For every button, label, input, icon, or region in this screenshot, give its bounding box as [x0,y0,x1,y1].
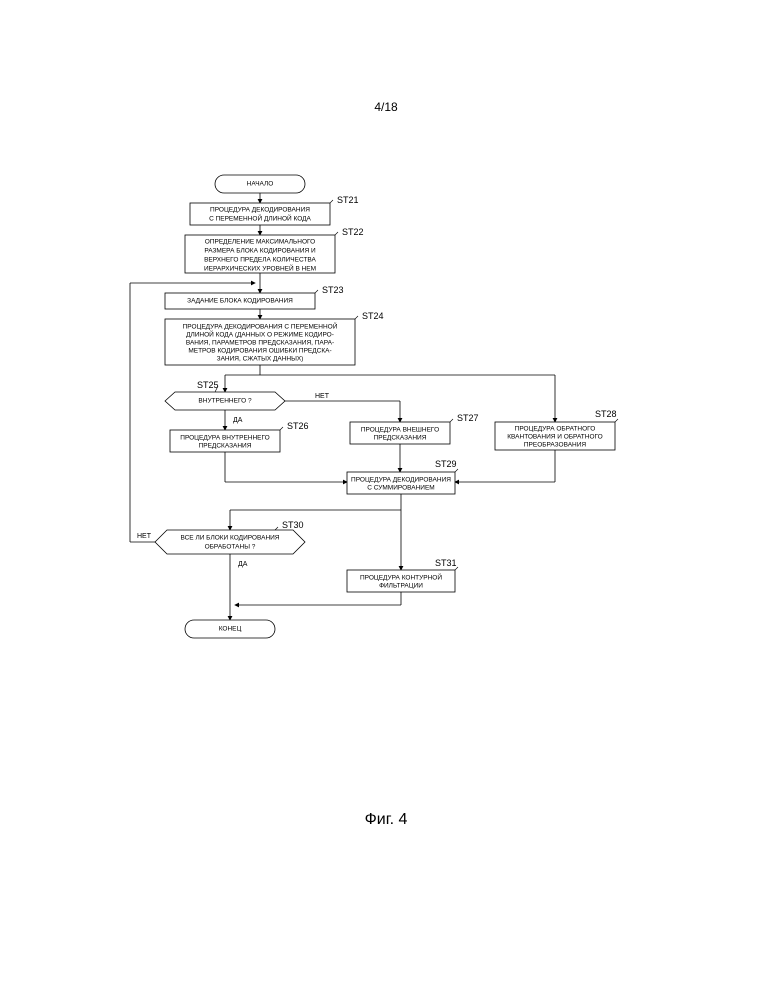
svg-text:ИЕРАРХИЧЕСКИХ УРОВНЕЙ В НЕМ: ИЕРАРХИЧЕСКИХ УРОВНЕЙ В НЕМ [204,264,316,273]
page-number: 4/18 [374,100,397,114]
svg-text:ВАНИЯ, ПАРАМЕТРОВ ПРЕДСКАЗАНИЯ: ВАНИЯ, ПАРАМЕТРОВ ПРЕДСКАЗАНИЯ, ПАРА- [186,340,334,347]
svg-text:НЕТ: НЕТ [137,533,152,540]
node-st28: ПРОЦЕДУРА ОБРАТНОГО КВАНТОВАНИЯ И ОБРАТН… [495,422,615,450]
node-st24: ПРОЦЕДУРА ДЕКОДИРОВАНИЯ С ПЕРЕМЕННОЙ ДЛИ… [165,319,355,365]
svg-text:ПРЕДСКАЗАНИЯ: ПРЕДСКАЗАНИЯ [199,443,252,450]
node-st21: ПРОЦЕДУРА ДЕКОДИРОВАНИЯ С ПЕРЕМЕННОЙ ДЛИ… [190,203,330,225]
svg-text:ST31: ST31 [435,558,457,568]
svg-text:С ПЕРЕМЕННОЙ ДЛИНОЙ КОДА: С ПЕРЕМЕННОЙ ДЛИНОЙ КОДА [209,214,311,223]
svg-text:ПРЕОБРАЗОВАНИЯ: ПРЕОБРАЗОВАНИЯ [524,442,587,449]
svg-text:КОНЕЦ: КОНЕЦ [219,626,242,633]
svg-text:ВНУТРЕННЕГО ?: ВНУТРЕННЕГО ? [198,398,252,405]
svg-text:ДА: ДА [238,561,248,568]
svg-text:ПРОЦЕДУРА КОНТУРНОЙ: ПРОЦЕДУРА КОНТУРНОЙ [360,573,442,582]
node-st31: ПРОЦЕДУРА КОНТУРНОЙ ФИЛЬТРАЦИИ [347,570,455,592]
svg-text:КВАНТОВАНИЯ И ОБРАТНОГО: КВАНТОВАНИЯ И ОБРАТНОГО [507,434,602,441]
svg-text:ВСЕ ЛИ БЛОКИ КОДИРОВАНИЯ: ВСЕ ЛИ БЛОКИ КОДИРОВАНИЯ [180,535,279,542]
svg-text:ОПРЕДЕЛЕНИЕ МАКСИМАЛЬНОГО: ОПРЕДЕЛЕНИЕ МАКСИМАЛЬНОГО [205,239,315,246]
node-st22: ОПРЕДЕЛЕНИЕ МАКСИМАЛЬНОГО РАЗМЕРА БЛОКА … [185,235,335,273]
node-st30: ВСЕ ЛИ БЛОКИ КОДИРОВАНИЯ ОБРАБОТАНЫ ? [155,530,305,554]
figure-caption: Фиг. 4 [365,811,408,829]
svg-text:ПРЕДСКАЗАНИЯ: ПРЕДСКАЗАНИЯ [374,435,427,442]
svg-text:ПРОЦЕДУРА ВНЕШНЕГО: ПРОЦЕДУРА ВНЕШНЕГО [361,427,439,434]
svg-text:ЗАНИЯ, СЖАТЫХ ДАННЫХ): ЗАНИЯ, СЖАТЫХ ДАННЫХ) [217,356,304,363]
svg-text:ПРОЦЕДУРА ОБРАТНОГО: ПРОЦЕДУРА ОБРАТНОГО [515,426,596,433]
node-st25: ВНУТРЕННЕГО ? [165,392,285,410]
svg-text:ПРОЦЕДУРА ДЕКОДИРОВАНИЯ: ПРОЦЕДУРА ДЕКОДИРОВАНИЯ [210,207,310,214]
node-st23: ЗАДАНИЕ БЛОКА КОДИРОВАНИЯ [165,293,315,309]
flowchart: НАЧАЛО ПРОЦЕДУРА ДЕКОДИРОВАНИЯ С ПЕРЕМЕН… [115,170,655,720]
svg-text:С СУММИРОВАНИЕМ: С СУММИРОВАНИЕМ [367,485,434,492]
svg-text:РАЗМЕРА БЛОКА КОДИРОВАНИЯ И: РАЗМЕРА БЛОКА КОДИРОВАНИЯ И [204,248,316,255]
svg-text:ST22: ST22 [342,227,364,237]
svg-text:ST23: ST23 [322,285,344,295]
svg-text:ST29: ST29 [435,459,457,469]
svg-text:ST27: ST27 [457,413,479,423]
svg-text:ОБРАБОТАНЫ ?: ОБРАБОТАНЫ ? [205,544,256,551]
svg-text:НЕТ: НЕТ [315,393,330,400]
svg-text:ST21: ST21 [337,195,359,205]
svg-text:ПРОЦЕДУРА ДЕКОДИРОВАНИЯ С ПЕРЕ: ПРОЦЕДУРА ДЕКОДИРОВАНИЯ С ПЕРЕМЕННОЙ [183,322,338,331]
node-start: НАЧАЛО [215,175,305,193]
node-end: КОНЕЦ [185,620,275,638]
svg-text:МЕТРОВ КОДИРОВАНИЯ ОШИБКИ ПРЕД: МЕТРОВ КОДИРОВАНИЯ ОШИБКИ ПРЕДСКА- [188,348,331,355]
svg-text:ST28: ST28 [595,409,617,419]
svg-text:ST30: ST30 [282,520,304,530]
node-st29: ПРОЦЕДУРА ДЕКОДИРОВАНИЯ С СУММИРОВАНИЕМ [347,472,455,494]
svg-text:НАЧАЛО: НАЧАЛО [247,181,274,188]
svg-text:ДА: ДА [233,417,243,424]
svg-text:ДЛИНОЙ КОДА (ДАННЫХ О РЕЖИМЕ К: ДЛИНОЙ КОДА (ДАННЫХ О РЕЖИМЕ КОДИРО- [186,330,334,339]
svg-text:ФИЛЬТРАЦИИ: ФИЛЬТРАЦИИ [379,583,423,590]
svg-text:ЗАДАНИЕ БЛОКА КОДИРОВАНИЯ: ЗАДАНИЕ БЛОКА КОДИРОВАНИЯ [187,298,293,305]
svg-text:ST25: ST25 [197,380,219,390]
node-st27: ПРОЦЕДУРА ВНЕШНЕГО ПРЕДСКАЗАНИЯ [350,422,450,444]
svg-text:ПРОЦЕДУРА ДЕКОДИРОВАНИЯ: ПРОЦЕДУРА ДЕКОДИРОВАНИЯ [351,477,451,484]
svg-text:ПРОЦЕДУРА ВНУТРЕННЕГО: ПРОЦЕДУРА ВНУТРЕННЕГО [180,435,269,442]
svg-text:ST24: ST24 [362,311,384,321]
node-st26: ПРОЦЕДУРА ВНУТРЕННЕГО ПРЕДСКАЗАНИЯ [170,430,280,452]
svg-text:ST26: ST26 [287,421,309,431]
svg-text:ВЕРХНЕГО ПРЕДЕЛА КОЛИЧЕСТВА: ВЕРХНЕГО ПРЕДЕЛА КОЛИЧЕСТВА [204,257,316,264]
